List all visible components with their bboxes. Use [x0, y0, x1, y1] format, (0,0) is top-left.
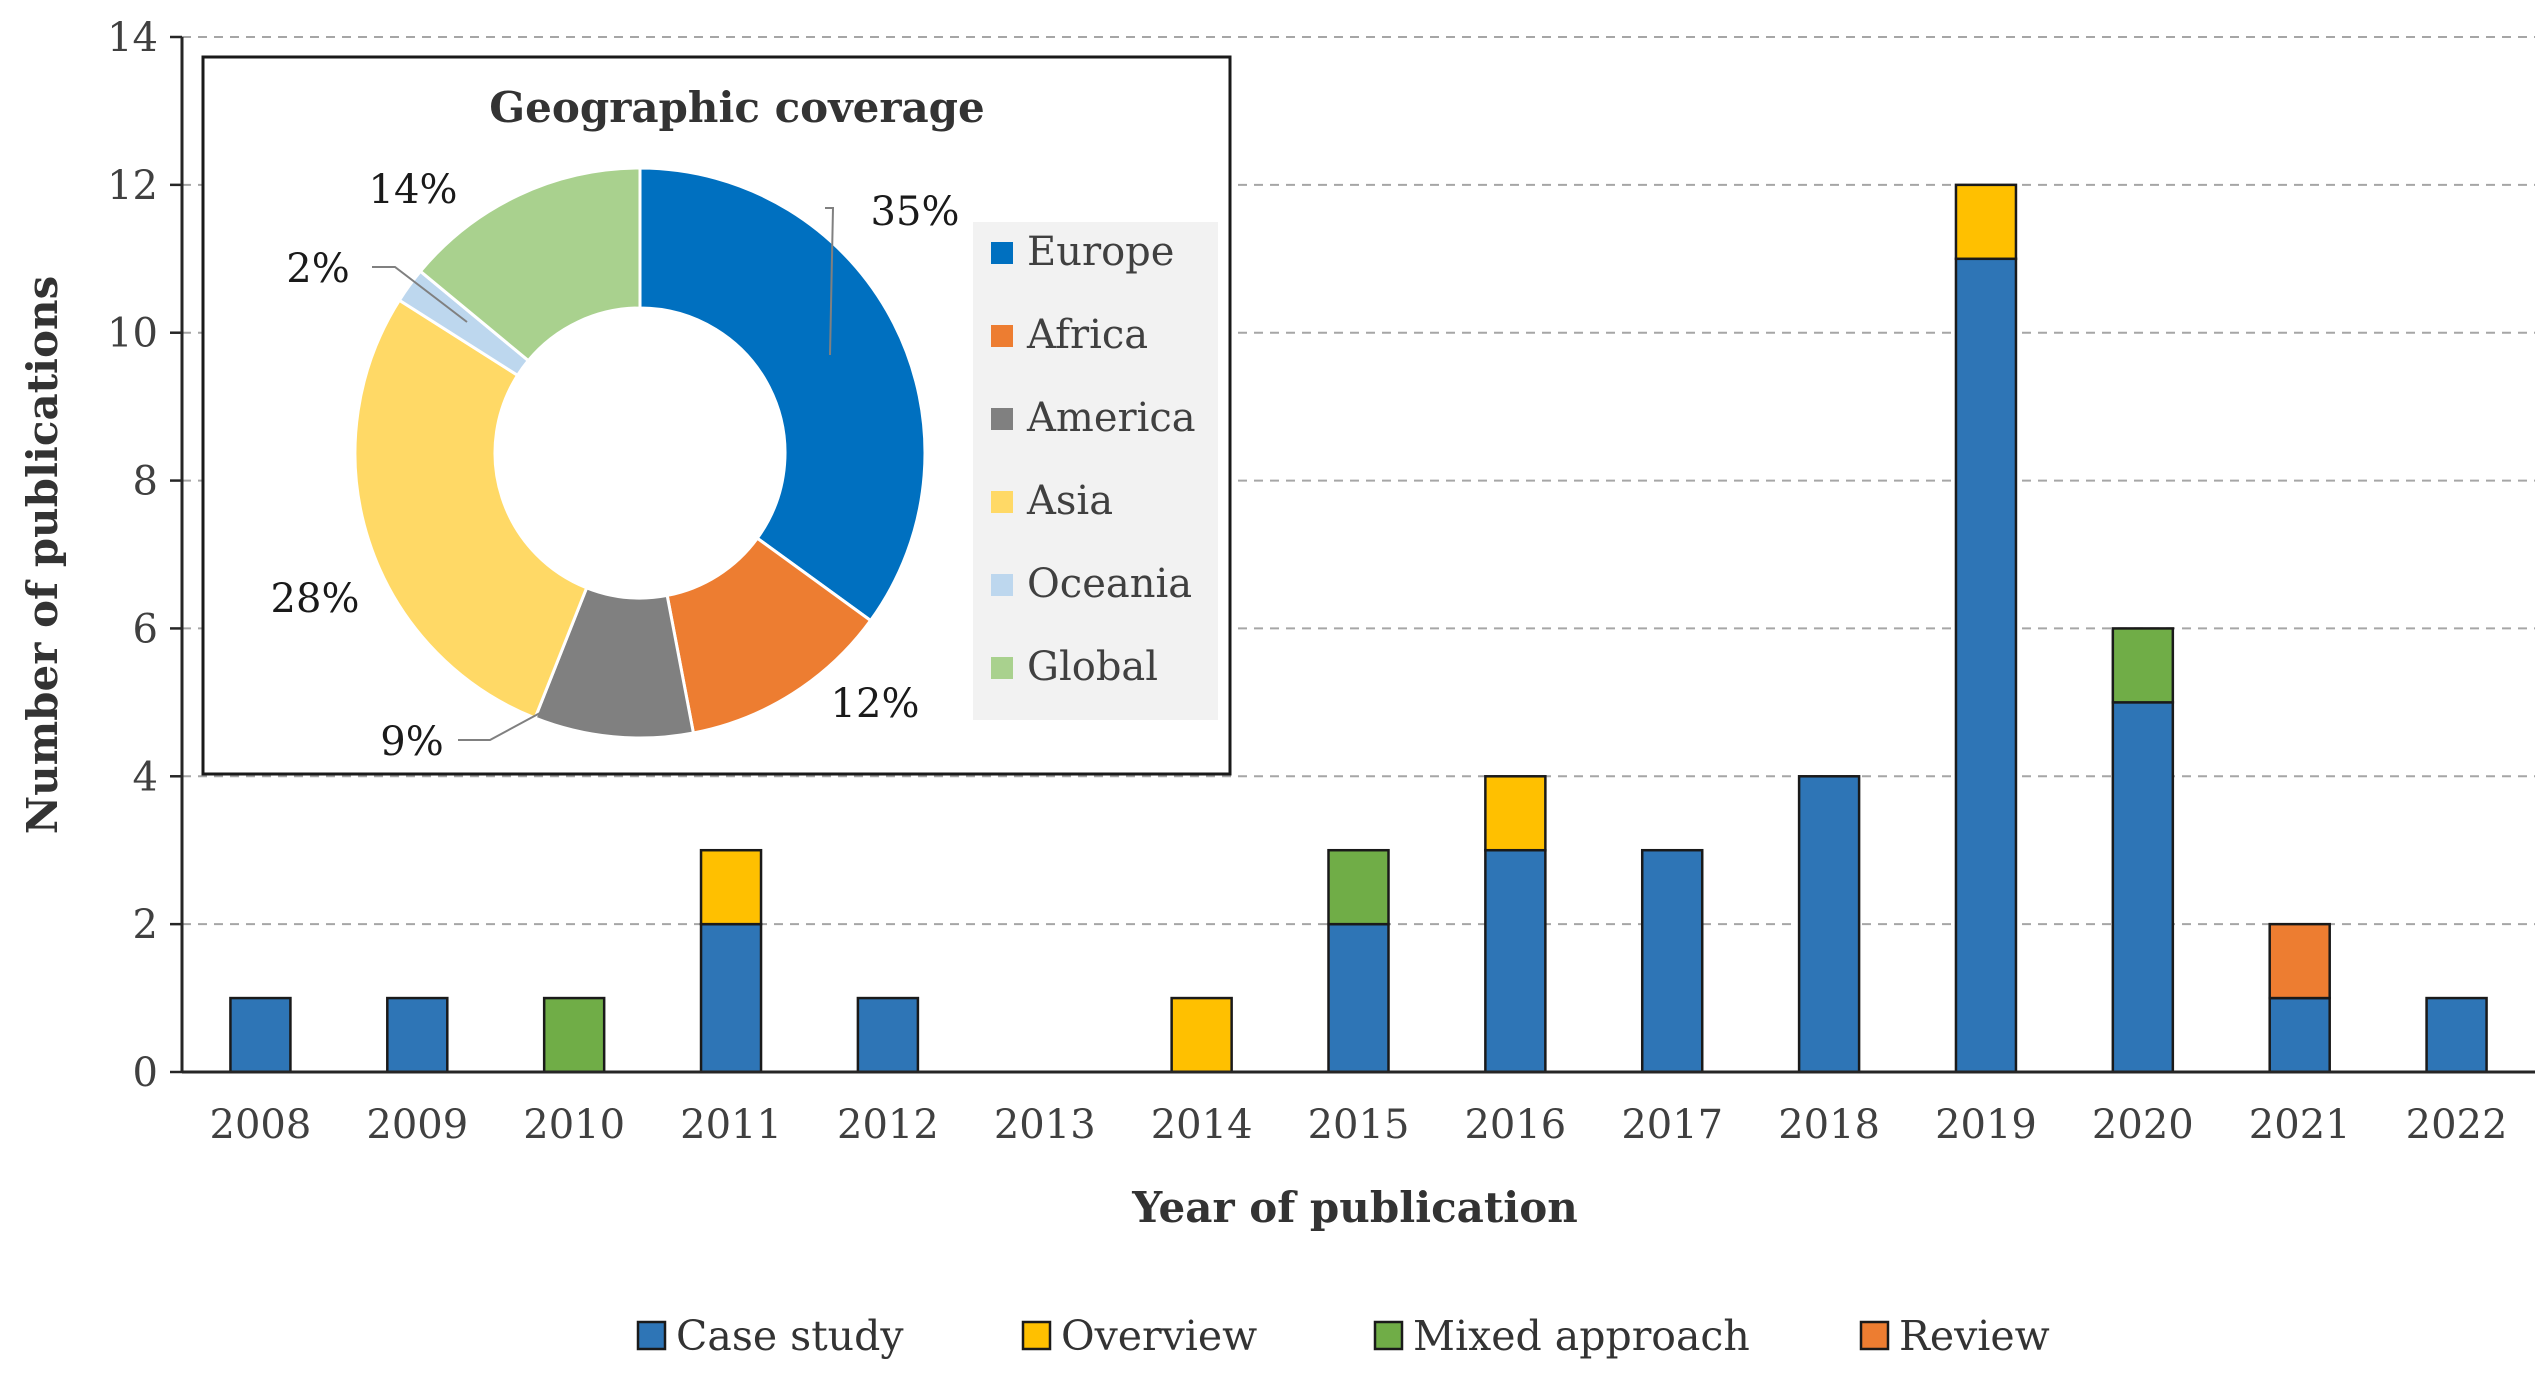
legend-label: Overview [1061, 1312, 1257, 1360]
bar-case-study-2015 [1327, 922, 1390, 1074]
inset-legend-label: Europe [1027, 229, 1174, 275]
donut-slices [353, 166, 927, 740]
inset-legend-swatch-global [991, 657, 1013, 679]
inset-legend-label: Africa [1026, 312, 1148, 358]
legend-label: Case study [676, 1312, 904, 1360]
bar-case-study-2018 [1797, 775, 1861, 1074]
y-tick-label: 8 [133, 459, 158, 505]
bar-overview-2016 [1484, 775, 1547, 852]
slice-label-africa: 12% [831, 681, 920, 727]
y-tick-label: 2 [133, 902, 158, 948]
bar-case-study-2016 [1484, 848, 1547, 1074]
x-tick-label: 2020 [2092, 1102, 2194, 1148]
leader-line-oceania [372, 266, 468, 323]
y-tick-label: 12 [107, 163, 158, 209]
bar-mixed-approach-2015 [1327, 848, 1390, 926]
x-tick-label: 2022 [2406, 1102, 2508, 1148]
bar-overview-2014 [1170, 996, 1233, 1074]
slice-label-asia: 28% [271, 576, 360, 622]
inset-legend-label: Oceania [1027, 561, 1192, 607]
bar-case-study-2021 [2268, 996, 2331, 1074]
leader-lines [372, 207, 835, 741]
inset-legend-swatch-asia [991, 491, 1013, 513]
bar-mixed-approach-2010 [542, 996, 606, 1074]
y-tick-label: 0 [133, 1050, 158, 1096]
bar-case-study-2012 [856, 996, 920, 1074]
slice-labels: 35% 12% 9% 28% 2% 14% [271, 167, 960, 765]
x-tick-label: 2018 [1778, 1102, 1880, 1148]
y-tick-labels: 0 2 4 6 8 10 12 14 [107, 15, 158, 1096]
y-axis-title: Number of publications [18, 276, 67, 834]
bar-case-study-2022 [2425, 996, 2488, 1074]
x-axis-title: Year of publication [1131, 1183, 1578, 1232]
y-tick-label: 14 [107, 15, 158, 61]
slice-label-america: 9% [380, 719, 443, 765]
x-tick-label: 2021 [2249, 1102, 2351, 1148]
inset-legend: Europe Africa America Asia Oceania Global [991, 229, 1196, 690]
bar-overview-2019 [1954, 183, 2018, 261]
x-tick-label: 2009 [366, 1102, 468, 1148]
legend-swatch-overview [1021, 1320, 1052, 1351]
bar-case-study-2011 [699, 922, 763, 1074]
bar-series [229, 183, 2488, 1074]
slice-label-oceania: 2% [286, 246, 349, 292]
leader-line-america [458, 712, 541, 741]
x-tick-label: 2012 [837, 1102, 939, 1148]
bar-case-study-2020 [2111, 701, 2175, 1074]
inset-legend-background [973, 222, 1218, 720]
slice-label-europe: 35% [871, 189, 960, 235]
x-tick-label: 2016 [1464, 1102, 1566, 1148]
bar-case-study-2019 [1954, 257, 2018, 1074]
x-tick-label: 2019 [1935, 1102, 2037, 1148]
bar-review-2021 [2268, 922, 2331, 1000]
leader-line-europe [825, 207, 835, 356]
x-tick-label: 2011 [680, 1102, 782, 1148]
inset-title: Geographic coverage [489, 83, 985, 132]
inset-donut-chart: Geographic coverage 35% 12% 9% 28% 2% 14% Eur… [201, 55, 1232, 776]
donut-slice-asia [353, 298, 589, 720]
axes [180, 37, 2535, 1074]
y-tick-label: 6 [133, 606, 158, 652]
inset-legend-label: America [1026, 395, 1196, 441]
donut-slice-global [418, 166, 642, 363]
bottom-legend: Case study Overview Mixed approach Review [636, 1312, 2050, 1360]
y-tick-label: 4 [133, 754, 158, 800]
bar-overview-2011 [699, 848, 763, 926]
x-tick-labels: 2008 2009 2010 2011 2012 2013 2014 2015 2016 2017… [210, 1102, 2508, 1148]
inset-legend-label: Asia [1026, 478, 1113, 524]
x-tick-label: 2015 [1308, 1102, 1410, 1148]
legend-swatch-review [1859, 1320, 1890, 1351]
bar-case-study-2017 [1640, 848, 1704, 1074]
bar-case-study-2008 [229, 996, 292, 1074]
donut-slice-europe [638, 166, 927, 623]
inset-legend-swatch-europe [991, 242, 1013, 264]
y-tick-label: 10 [107, 311, 158, 357]
legend-label: Review [1899, 1312, 2050, 1360]
legend-label: Mixed approach [1413, 1312, 1750, 1360]
x-tick-label: 2008 [210, 1102, 312, 1148]
inset-legend-swatch-america [991, 408, 1013, 430]
bar-mixed-approach-2020 [2111, 627, 2175, 704]
inset-legend-swatch-africa [991, 325, 1013, 347]
slice-label-global: 14% [369, 167, 458, 213]
inset-legend-label: Global [1027, 644, 1158, 690]
x-tick-label: 2014 [1151, 1102, 1253, 1148]
x-tick-label: 2010 [523, 1102, 625, 1148]
x-tick-label: 2017 [1621, 1102, 1723, 1148]
x-tick-label: 2013 [994, 1102, 1096, 1148]
legend-swatch-case-study [636, 1320, 667, 1351]
bar-case-study-2009 [386, 996, 449, 1074]
donut-slice-africa [665, 536, 873, 735]
inset-legend-swatch-oceania [991, 574, 1013, 596]
legend-swatch-mixed-approach [1373, 1320, 1404, 1351]
